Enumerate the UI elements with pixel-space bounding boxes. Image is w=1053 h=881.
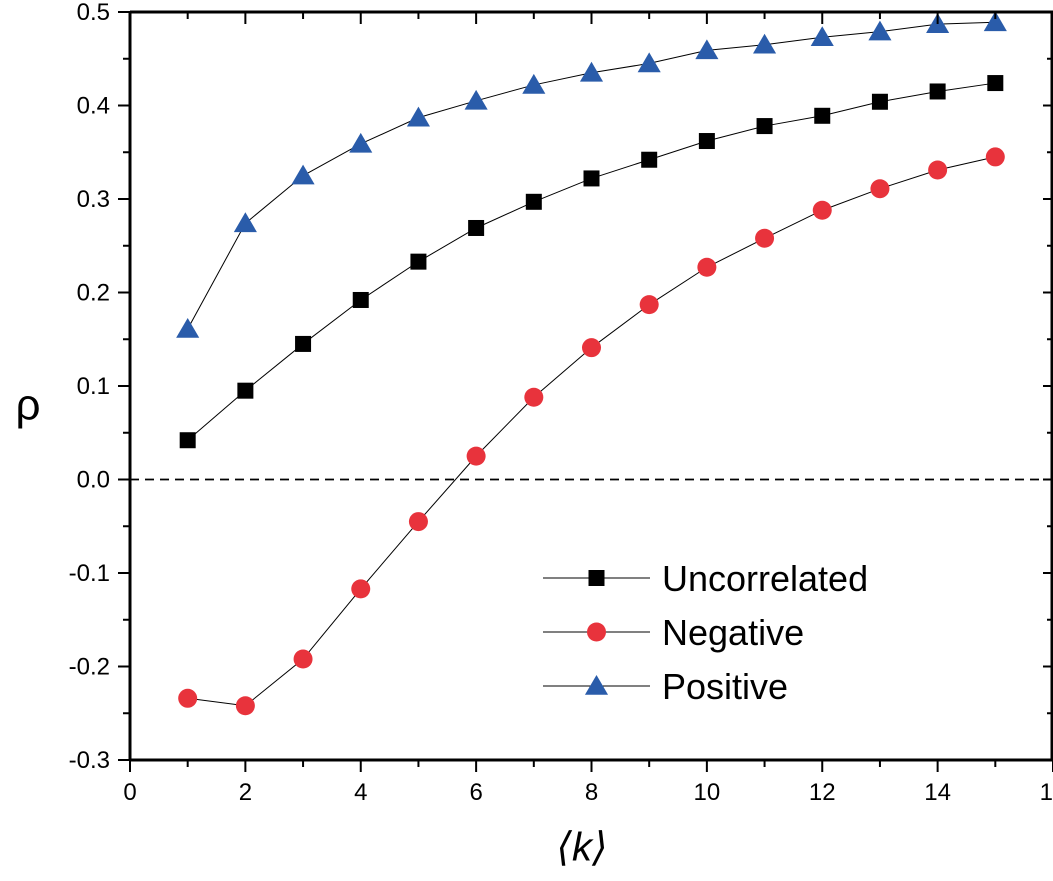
data-point-negative [812,200,832,220]
y-tick-label: 0.2 [77,280,110,307]
x-tick-label: 14 [924,779,951,806]
y-axis-label: ρ [15,381,40,430]
data-point-uncorrelated [929,83,946,100]
data-point-positive [579,61,604,82]
data-point-uncorrelated [641,151,658,168]
data-point-uncorrelated [698,133,715,150]
data-point-negative [293,649,313,669]
y-tick-label: 0.1 [77,373,110,400]
legend-marker-positive [584,675,609,695]
x-tick-label: 6 [469,779,482,806]
data-point-positive [753,33,777,54]
data-point-negative [178,688,198,708]
y-tick-label: 0.4 [77,93,110,120]
data-point-negative [985,147,1005,167]
legend-marker-negative [587,622,606,642]
x-tick-label: 10 [694,779,721,806]
data-point-uncorrelated [179,432,196,449]
legend-label-positive: Positive [662,666,788,707]
data-point-negative [870,179,890,199]
data-point-uncorrelated [756,118,773,135]
data-point-uncorrelated [468,219,485,236]
data-point-uncorrelated [295,335,312,352]
series-positive [176,11,1007,338]
legend-marker-uncorrelated [588,570,605,586]
data-point-negative [408,512,428,532]
data-point-positive [522,73,546,94]
legend-entry-negative: Negative [543,612,804,653]
data-point-uncorrelated [410,253,427,270]
data-point-positive [983,11,1007,32]
data-point-positive [406,106,430,127]
x-tick-label: 16 [1040,779,1053,806]
series-uncorrelated [179,75,1004,449]
y-tick-label: -0.2 [69,654,110,681]
y-tick-label: 0.3 [77,186,110,213]
data-point-uncorrelated [987,75,1004,92]
y-tick-label: 0.5 [77,0,110,26]
data-point-positive [810,26,834,47]
x-tick-label: 8 [585,779,598,806]
data-point-negative [697,257,717,277]
data-point-positive [349,132,373,153]
data-point-positive [637,52,661,73]
data-point-negative [466,446,486,466]
y-tick-label: -0.3 [69,747,110,774]
x-tick-label: 12 [809,779,836,806]
data-point-negative [755,228,775,248]
data-point-uncorrelated [871,93,888,110]
data-point-negative [639,295,659,315]
data-point-uncorrelated [525,193,542,210]
legend-entry-uncorrelated: Uncorrelated [543,558,868,599]
data-point-negative [351,579,371,599]
data-point-positive [464,89,488,110]
data-point-uncorrelated [237,382,254,399]
x-tick-label: 4 [354,779,367,806]
legend-label-uncorrelated: Uncorrelated [662,558,868,599]
data-point-uncorrelated [583,170,600,187]
legend-label-negative: Negative [662,612,804,653]
data-point-negative [582,338,601,358]
data-point-uncorrelated [814,107,831,124]
data-point-uncorrelated [352,291,369,308]
data-point-negative [524,387,544,407]
data-point-negative [928,160,948,180]
legend-entry-positive: Positive [543,666,788,707]
series-negative [178,147,1005,716]
data-point-positive [695,39,719,60]
data-point-positive [291,164,315,185]
data-point-positive [233,212,257,233]
y-tick-label: 0.0 [77,467,110,494]
data-point-negative [235,696,255,716]
y-tick-label: -0.1 [69,560,110,587]
x-axis-label: ⟨k⟩ [556,826,607,870]
data-point-positive [176,317,200,338]
x-tick-label: 2 [239,779,252,806]
x-tick-label: 0 [123,779,136,806]
data-point-positive [868,20,892,41]
